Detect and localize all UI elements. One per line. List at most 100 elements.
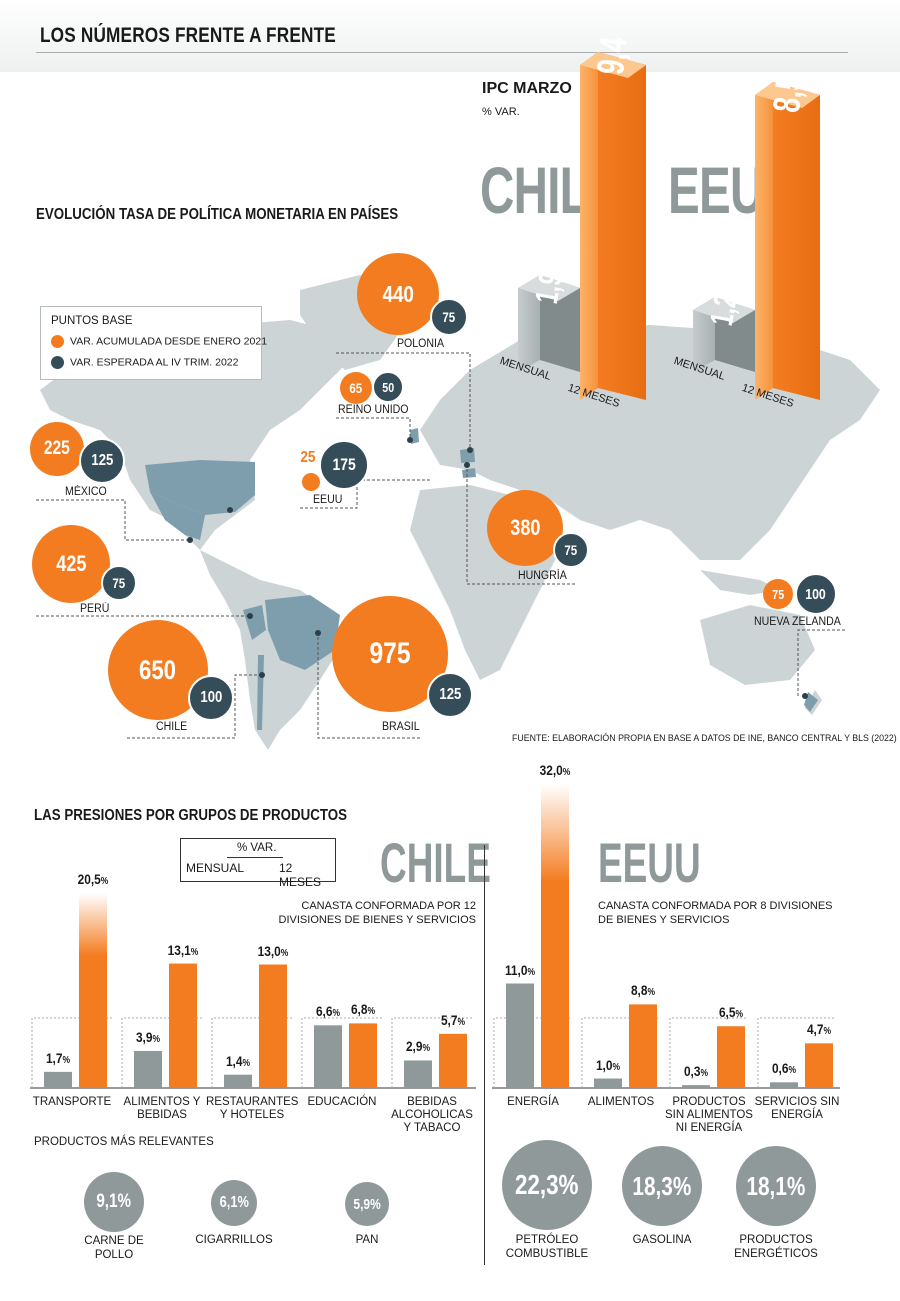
eeuu-bar-mensual	[770, 1082, 798, 1088]
chile-group-frame	[31, 1017, 112, 1088]
chile-product-label-1: CIGARRILLOS	[195, 1234, 273, 1246]
eeuu-product-circle-0: 22,3%	[502, 1140, 592, 1230]
tpm-bubble-peru-expected: 75	[101, 565, 137, 601]
tpm-label-chile: CHILE	[156, 721, 188, 733]
tpm-bubble-mexico-accumulated: 225	[30, 422, 84, 476]
tpm-bubble-chile-expected: 100	[188, 675, 234, 721]
eeuu-product-label-1: GASOLINA	[632, 1234, 692, 1246]
chile-group-frame	[301, 1017, 382, 1088]
chile-value-anual: 13,0%	[257, 942, 289, 959]
tpm-legend-item-expected: VAR. ESPERADA AL IV TRIM. 2022	[51, 356, 238, 369]
tpm-value-eeuu-accumulated: 25	[300, 449, 316, 466]
navy-dot-icon	[51, 356, 64, 369]
eeuu-product-label-2: PRODUCTOS ENERGÉTICOS	[734, 1234, 818, 1260]
eeuu-value-mensual: 0,3%	[683, 1063, 709, 1080]
chile-value-anual: 20,5%	[77, 871, 109, 888]
chile-group-frame	[391, 1017, 472, 1088]
eeuu-category-label: ALIMENTOS	[587, 1096, 655, 1108]
tpm-label-peru: PERÚ	[80, 603, 110, 615]
tpm-bubble-reino-unido-expected: 50	[372, 371, 404, 403]
chile-bar-mensual	[224, 1074, 252, 1088]
tpm-source: FUENTE: ELABORACIÓN PROPIA EN BASE A DAT…	[512, 733, 897, 743]
chile-category-label: ALIMENTOS Y BEBIDAS	[123, 1096, 201, 1121]
groups-country-chile: CHILE	[380, 831, 491, 894]
chile-product-label-2: PAN	[355, 1234, 379, 1246]
eeuu-group-frame	[757, 1017, 836, 1088]
tpm-label-brasil: BRASIL	[382, 721, 420, 733]
eeuu-category-label: PRODUCTOS SIN ALIMENTOS NI ENERGÍA	[665, 1096, 753, 1134]
tpm-bubble-hungria-accumulated: 380	[487, 490, 563, 566]
tpm-legend-title: PUNTOS BASE	[51, 315, 133, 327]
chile-value-mensual: 1,7%	[45, 1049, 71, 1066]
eeuu-group-frame	[669, 1017, 748, 1088]
tpm-bubble-nueva-zelanda-accumulated: 75	[763, 579, 793, 609]
ipc-bars	[518, 52, 820, 400]
tpm-legend-item-accumulated: VAR. ACUMULADA DESDE ENERO 2021	[51, 335, 267, 348]
tpm-label-reino-unido: REINO UNIDO	[338, 404, 409, 416]
tpm-bubble-hungria-expected: 75	[553, 532, 589, 568]
eeuu-value-mensual: 0,6%	[771, 1060, 797, 1077]
eeuu-value-anual: 32,0%	[539, 762, 571, 778]
title-rule	[36, 52, 848, 53]
eeuu-product-circle-2: 18,1%	[736, 1146, 816, 1226]
eeuu-value-mensual: 11,0%	[504, 961, 536, 978]
ipc-title: IPC MARZO	[482, 80, 572, 97]
eeuu-value-anual: 4,7%	[806, 1021, 832, 1038]
ipc-bar-chile-mensual	[518, 275, 580, 372]
chile-bar-anual	[349, 1023, 377, 1088]
groups-legend-anual: 12 MESES	[279, 861, 322, 889]
eeuu-bar-mensual	[506, 983, 534, 1088]
chile-bar-mensual	[314, 1025, 342, 1088]
eeuu-bar-anual	[541, 784, 569, 1088]
tpm-legend-label-expected: VAR. ESPERADA AL IV TRIM. 2022	[70, 356, 239, 369]
ipc-bar-chile-anual	[580, 52, 646, 400]
chile-product-circle-2: 5,9%	[345, 1182, 389, 1226]
tpm-bubble-polonia-expected: 75	[430, 298, 468, 336]
groups-eeuu-note: CANASTA CONFORMADA POR 8 DIVISIONES DE B…	[598, 900, 833, 926]
eeuu-bar-anual	[629, 1004, 657, 1088]
map-australia	[700, 605, 815, 685]
chile-group-frame	[211, 1017, 292, 1088]
chile-product-circle-1: 6,1%	[211, 1180, 257, 1226]
ipc-bar-eeuu-anual	[755, 82, 820, 400]
tpm-bubble-mexico-expected: 125	[79, 438, 125, 484]
tpm-label-nueva-zelanda: NUEVA ZELANDA	[754, 616, 841, 628]
eeuu-category-label: ENERGÍA	[507, 1096, 559, 1108]
chile-value-anual: 6,8%	[350, 1001, 376, 1018]
map-usa	[145, 460, 255, 515]
tpm-leader-lines	[36, 352, 845, 739]
groups-divider	[484, 845, 485, 1265]
chile-value-mensual: 6,6%	[315, 1003, 341, 1020]
eeuu-category-label: SERVICIOS SIN ENERGÍA	[754, 1096, 840, 1121]
tpm-bubble-eeuu-expected: 175	[319, 440, 369, 490]
groups-title: LAS PRESIONES POR GRUPOS DE PRODUCTOS	[34, 807, 348, 824]
chile-bar-anual	[259, 964, 287, 1088]
groups-legend-mensual: MENSUAL	[186, 861, 245, 875]
ipc-bar-eeuu-mensual	[693, 297, 755, 372]
chile-value-anual: 13,1%	[167, 941, 199, 958]
eeuu-bar-mensual	[594, 1078, 622, 1088]
page-title: LOS NÚMEROS FRENTE A FRENTE	[40, 24, 336, 47]
chile-product-circle-0: 9,1%	[84, 1172, 144, 1232]
groups-legend: % VAR. MENSUAL 12 MESES	[180, 838, 336, 889]
tpm-label-eeuu: EEUU	[313, 494, 343, 506]
chile-value-anual: 5,7%	[440, 1011, 466, 1028]
groups-bar-chart	[30, 784, 840, 1089]
map-hungary	[462, 468, 476, 478]
tpm-legend: PUNTOS BASE VAR. ACUMULADA DESDE ENERO 2…	[40, 306, 267, 380]
chile-bar-mensual	[404, 1060, 432, 1088]
header-band	[0, 0, 900, 72]
chile-group-frame	[121, 1017, 202, 1088]
tpm-label-hungria: HUNGRÍA	[518, 570, 567, 582]
eeuu-bar-mensual	[682, 1085, 710, 1088]
tpm-bubble-brasil-expected: 125	[427, 672, 473, 718]
orange-dot-icon	[51, 335, 64, 348]
chile-bar-anual	[79, 893, 107, 1088]
eeuu-value-anual: 6,5%	[718, 1004, 744, 1021]
tpm-label-polonia: POLONIA	[397, 338, 445, 350]
eeuu-value-anual: 8,8%	[630, 982, 656, 999]
tpm-bubble-eeuu-accumulated	[302, 473, 320, 491]
tpm-bubble-peru-accumulated: 425	[32, 525, 110, 603]
chile-value-mensual: 2,9%	[405, 1038, 431, 1055]
chile-category-label: TRANSPORTE	[32, 1096, 112, 1108]
